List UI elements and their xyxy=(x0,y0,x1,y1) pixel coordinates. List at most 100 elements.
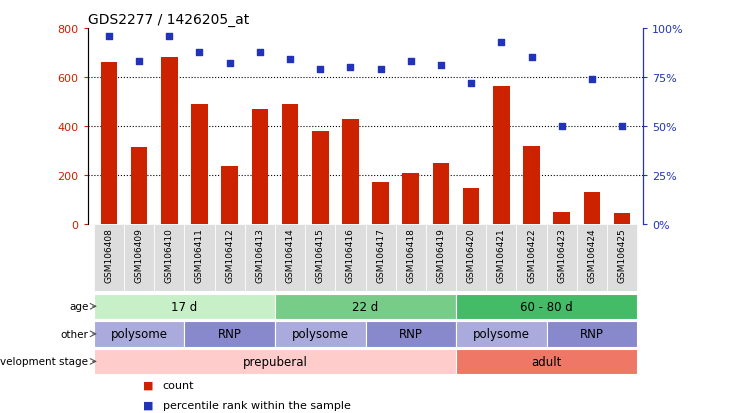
Bar xyxy=(456,321,547,347)
Text: GSM106425: GSM106425 xyxy=(618,228,626,282)
Bar xyxy=(245,224,275,292)
Point xyxy=(254,49,265,56)
Text: polysome: polysome xyxy=(473,328,530,341)
Text: prepuberal: prepuberal xyxy=(243,355,307,368)
Bar xyxy=(94,321,184,347)
Bar xyxy=(275,294,456,319)
Text: 60 - 80 d: 60 - 80 d xyxy=(520,300,573,313)
Text: count: count xyxy=(163,380,194,390)
Bar xyxy=(366,224,395,292)
Bar xyxy=(456,294,637,319)
Point xyxy=(224,61,235,67)
Bar xyxy=(101,63,117,224)
Point xyxy=(133,59,145,65)
Point xyxy=(194,49,205,56)
Text: GSM106421: GSM106421 xyxy=(497,228,506,282)
Bar xyxy=(547,321,637,347)
Bar xyxy=(577,224,607,292)
Bar xyxy=(614,214,630,224)
Bar xyxy=(154,224,184,292)
Point xyxy=(103,33,115,40)
Point xyxy=(466,81,477,87)
Text: other: other xyxy=(61,329,88,339)
Point xyxy=(375,66,387,73)
Text: ■: ■ xyxy=(143,400,157,410)
Bar xyxy=(553,213,570,224)
Bar xyxy=(305,224,336,292)
Bar xyxy=(336,224,366,292)
Text: 22 d: 22 d xyxy=(352,300,379,313)
Bar xyxy=(395,224,426,292)
Text: GSM106415: GSM106415 xyxy=(316,228,325,282)
Bar xyxy=(433,164,450,224)
Bar xyxy=(517,224,547,292)
Text: GSM106417: GSM106417 xyxy=(376,228,385,282)
Bar xyxy=(456,224,486,292)
Point xyxy=(344,65,356,71)
Text: GSM106413: GSM106413 xyxy=(255,228,265,282)
Point xyxy=(405,59,417,65)
Bar xyxy=(281,104,298,224)
Text: GSM106410: GSM106410 xyxy=(164,228,174,282)
Bar xyxy=(342,119,359,224)
Bar xyxy=(131,147,148,224)
Bar xyxy=(94,224,124,292)
Text: RNP: RNP xyxy=(399,328,423,341)
Point xyxy=(496,39,507,46)
Text: age: age xyxy=(69,301,88,311)
Bar xyxy=(191,104,208,224)
Point xyxy=(586,76,598,83)
Text: GSM106416: GSM106416 xyxy=(346,228,355,282)
Text: polysome: polysome xyxy=(292,328,349,341)
Text: GSM106423: GSM106423 xyxy=(557,228,567,282)
Bar xyxy=(214,224,245,292)
Bar xyxy=(94,349,456,374)
Bar xyxy=(493,86,510,224)
Text: GSM106414: GSM106414 xyxy=(286,228,295,282)
Text: GSM106420: GSM106420 xyxy=(466,228,476,282)
Point xyxy=(435,63,447,69)
Bar xyxy=(312,132,328,224)
Bar xyxy=(456,349,637,374)
Point xyxy=(556,123,567,130)
Text: GSM106412: GSM106412 xyxy=(225,228,234,282)
Point xyxy=(284,57,296,64)
Bar xyxy=(184,321,275,347)
Bar xyxy=(124,224,154,292)
Point xyxy=(526,55,537,62)
Bar xyxy=(275,321,366,347)
Bar xyxy=(161,58,178,224)
Text: GSM106418: GSM106418 xyxy=(406,228,415,282)
Bar xyxy=(607,224,637,292)
Bar xyxy=(403,173,419,224)
Bar xyxy=(486,224,517,292)
Text: percentile rank within the sample: percentile rank within the sample xyxy=(163,400,351,410)
Text: GSM106411: GSM106411 xyxy=(195,228,204,282)
Bar xyxy=(583,193,600,224)
Bar xyxy=(251,109,268,224)
Text: polysome: polysome xyxy=(110,328,167,341)
Text: GSM106409: GSM106409 xyxy=(135,228,143,282)
Bar xyxy=(275,224,305,292)
Text: adult: adult xyxy=(531,355,562,368)
Text: GSM106422: GSM106422 xyxy=(527,228,536,282)
Point xyxy=(616,123,628,130)
Bar xyxy=(547,224,577,292)
Text: GSM106424: GSM106424 xyxy=(588,228,596,282)
Bar xyxy=(426,224,456,292)
Text: GSM106419: GSM106419 xyxy=(436,228,445,282)
Text: development stage: development stage xyxy=(0,356,88,366)
Text: GSM106408: GSM106408 xyxy=(105,228,113,282)
Bar xyxy=(366,321,456,347)
Bar xyxy=(94,294,275,319)
Point xyxy=(164,33,175,40)
Bar xyxy=(184,224,214,292)
Text: 17 d: 17 d xyxy=(171,300,197,313)
Bar xyxy=(523,146,540,224)
Bar xyxy=(372,183,389,224)
Bar xyxy=(463,188,480,224)
Text: RNP: RNP xyxy=(580,328,604,341)
Text: ■: ■ xyxy=(143,380,157,390)
Text: RNP: RNP xyxy=(218,328,241,341)
Bar xyxy=(221,167,238,224)
